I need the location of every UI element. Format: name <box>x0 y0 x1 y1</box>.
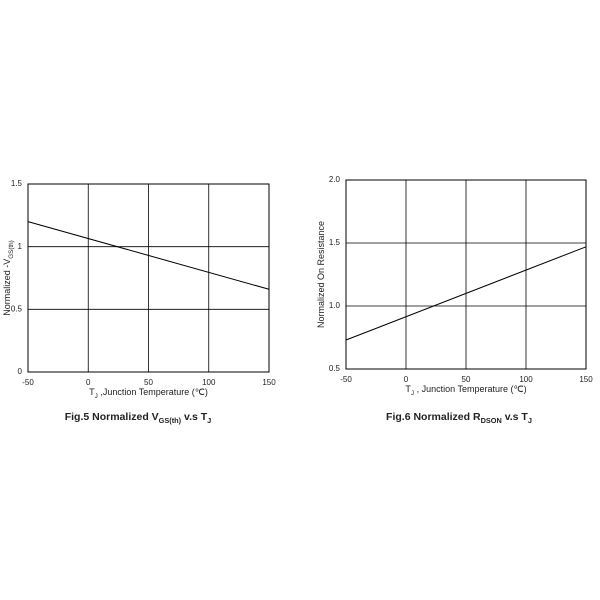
y-tick-label: 1.0 <box>329 301 341 310</box>
chart-title: Fig.6 Normalized RDSON v.s TJ <box>386 411 532 426</box>
x-tick-label: 0 <box>86 378 91 387</box>
data-line <box>345 246 587 341</box>
y-tick-label: 2.0 <box>329 175 341 184</box>
plot-frame <box>27 183 270 373</box>
text-segment: T <box>405 384 411 394</box>
text-segment: J <box>207 416 211 425</box>
x-tick-label: 100 <box>202 378 216 387</box>
x-tick-label: 0 <box>404 375 409 384</box>
x-tick-label: 50 <box>462 375 471 384</box>
y-tick-label: 1.5 <box>329 238 341 247</box>
x-tick-label: 100 <box>519 375 533 384</box>
y-tick-label: 0 <box>18 367 23 376</box>
x-tick-label: 150 <box>262 378 276 387</box>
text-segment: J <box>411 390 414 397</box>
text-segment: , Junction Temperature (℃) <box>414 384 527 394</box>
y-tick-label: 1.5 <box>11 179 23 188</box>
plot-frame <box>345 179 587 370</box>
text-segment: T <box>89 387 95 397</box>
text-segment: J <box>95 393 98 400</box>
text-segment: Fig.6 Normalized R <box>386 411 481 423</box>
text-segment: J <box>528 416 532 425</box>
text-segment: Normalized -V <box>2 259 12 316</box>
x-tick-label: -50 <box>340 375 352 384</box>
text-segment: Normalized On Resistance <box>316 221 326 328</box>
x-tick-label: -50 <box>22 378 34 387</box>
text-segment: GS(th) <box>159 416 182 425</box>
x-axis-label: TJ ,Junction Temperature (℃) <box>89 387 208 400</box>
x-tick-label: 50 <box>144 378 153 387</box>
y-axis-label: Normalized -VGS(th) <box>2 240 15 316</box>
y-axis-label: Normalized On Resistance <box>316 221 326 328</box>
y-tick-label: 1 <box>18 242 23 251</box>
text-segment: Fig.5 Normalized V <box>65 411 159 423</box>
text-segment: v.s T <box>181 411 208 423</box>
text-segment: ,Junction Temperature (℃) <box>98 387 208 397</box>
x-axis-label: TJ , Junction Temperature (℃) <box>405 384 526 397</box>
chart-title: Fig.5 Normalized VGS(th) v.s TJ <box>65 411 212 426</box>
data-line <box>27 221 270 290</box>
y-tick-label: 0.5 <box>11 304 23 313</box>
text-segment: DSON <box>481 416 502 425</box>
x-tick-label: 150 <box>579 375 593 384</box>
text-segment: v.s T <box>502 411 529 423</box>
y-tick-label: 0.5 <box>329 364 341 373</box>
text-segment: GS(th) <box>8 240 15 259</box>
